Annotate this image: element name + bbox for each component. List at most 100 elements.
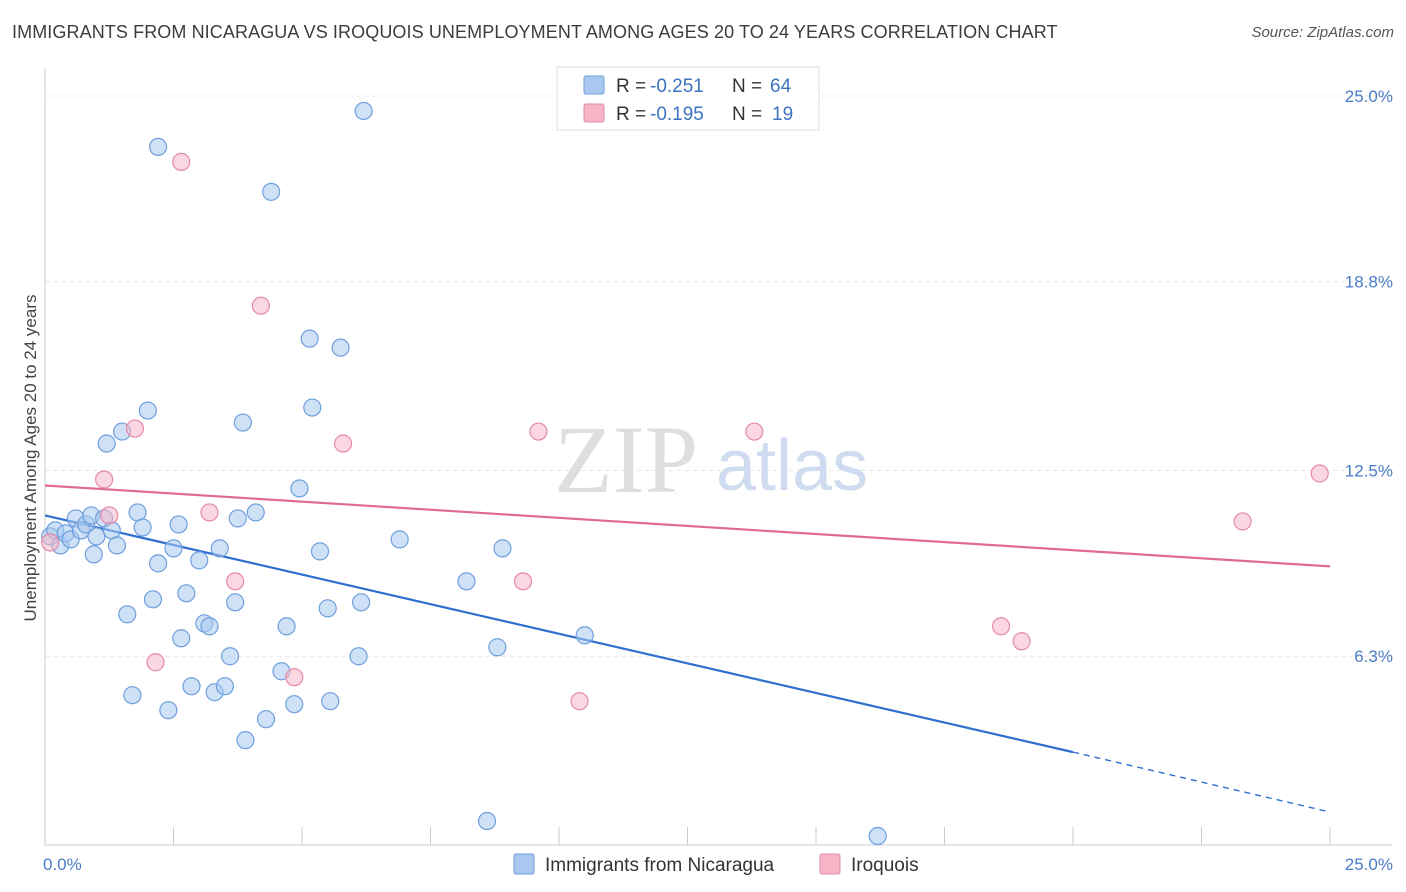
legend-n-value-nicaragua: 64 (770, 76, 792, 97)
y-tick-labels: 6.3% 12.5% 18.8% 25.0% (1345, 87, 1393, 666)
legend-n-label-nicaragua: N = (732, 76, 762, 97)
data-point (513, 572, 533, 591)
data-point (285, 695, 304, 714)
y-tick-label: 12.5% (1345, 461, 1393, 480)
watermark: ZIP atlas (554, 406, 868, 513)
x-tick-label-min: 0.0% (43, 855, 82, 874)
data-point (1310, 464, 1329, 483)
source-credit: Source: ZipAtlas.com (1251, 24, 1394, 41)
data-point (493, 539, 512, 558)
trend-line-nicaragua (44, 514, 1074, 754)
data-point (220, 647, 240, 666)
watermark-atlas: atlas (716, 426, 868, 506)
data-point (457, 572, 476, 591)
data-point (172, 629, 191, 648)
chart-title: IMMIGRANTS FROM NICARAGUA VS IROQUOIS UN… (12, 22, 1058, 42)
data-point (200, 503, 219, 522)
data-point (303, 398, 322, 417)
data-point (182, 677, 201, 696)
x-tick-label-max: 25.0% (1345, 855, 1393, 874)
series-iroquois (41, 152, 1329, 711)
gridlines (45, 95, 1392, 657)
data-point (210, 539, 229, 558)
data-point (477, 811, 497, 831)
legend: R = -0.251 N = 64 R = -0.195 N = 19 (556, 66, 820, 131)
bottom-legend-label-nicaragua: Immigrants from Nicaragua (545, 855, 775, 876)
data-point (575, 626, 594, 645)
data-points (41, 101, 1329, 846)
trend-line-extension (1072, 751, 1331, 813)
y-axis-label: Unemployment Among Ages 20 to 24 years (21, 295, 40, 622)
data-point (488, 638, 507, 657)
data-point (138, 401, 157, 420)
data-point (285, 668, 304, 687)
data-point (331, 338, 350, 357)
data-point (310, 542, 330, 561)
legend-r-value-iroquois: -0.195 (650, 104, 704, 125)
bottom-legend: Immigrants from Nicaragua Iroquois (513, 853, 919, 876)
bottom-legend-swatch-iroquois (819, 853, 841, 875)
legend-r-value-nicaragua: -0.251 (650, 76, 704, 97)
data-point (334, 434, 353, 453)
data-point (1012, 632, 1031, 651)
data-point (529, 422, 548, 441)
bottom-legend-label-iroquois: Iroquois (851, 855, 919, 876)
data-point (200, 617, 219, 636)
data-point (277, 617, 296, 636)
data-point (228, 509, 247, 528)
data-point (215, 677, 234, 696)
data-point (300, 329, 319, 348)
legend-n-label-iroquois: N = (732, 104, 762, 125)
data-point (318, 599, 337, 618)
legend-swatch-iroquois (583, 103, 605, 123)
data-point (233, 413, 252, 432)
data-point (125, 419, 145, 438)
data-point (251, 296, 270, 315)
data-point (570, 692, 589, 711)
data-point (256, 710, 276, 729)
data-point (118, 605, 137, 624)
data-point (95, 470, 114, 489)
data-point (868, 826, 887, 846)
data-point (143, 590, 163, 609)
legend-swatch-nicaragua (583, 75, 605, 95)
trend-line-iroquois (44, 484, 1331, 568)
data-point (97, 434, 116, 453)
data-point (262, 182, 281, 201)
data-point (159, 701, 178, 720)
data-point (352, 593, 371, 612)
data-point (87, 527, 106, 546)
data-point (133, 518, 152, 537)
data-point (246, 503, 265, 522)
data-point (1233, 512, 1252, 531)
data-point (390, 530, 409, 549)
trend-lines (44, 484, 1331, 813)
data-point (236, 731, 255, 750)
data-point (991, 617, 1011, 636)
data-point (290, 479, 309, 498)
y-tick-label: 25.0% (1345, 87, 1393, 106)
x-tick-labels: 0.0% 25.0% (43, 855, 1393, 874)
watermark-zip: ZIP (554, 406, 698, 513)
legend-r-label-iroquois: R = (616, 104, 646, 125)
data-point (190, 551, 209, 570)
y-tick-label: 18.8% (1345, 273, 1393, 292)
data-point (226, 593, 245, 612)
data-point (169, 515, 188, 534)
data-point (321, 692, 340, 711)
bottom-legend-swatch-nicaragua (513, 853, 535, 875)
data-point (349, 647, 368, 666)
data-point (146, 653, 165, 672)
data-point (84, 545, 103, 564)
legend-r-label-nicaragua: R = (616, 76, 646, 97)
data-point (107, 536, 127, 555)
data-point (100, 506, 119, 525)
data-point (354, 101, 373, 121)
data-point (177, 584, 196, 603)
data-point (41, 533, 60, 552)
data-point (226, 572, 245, 591)
x-ticks (173, 827, 1331, 845)
y-tick-label: 6.3% (1354, 647, 1393, 666)
legend-n-value-iroquois: 19 (772, 104, 793, 125)
data-point (164, 539, 183, 558)
